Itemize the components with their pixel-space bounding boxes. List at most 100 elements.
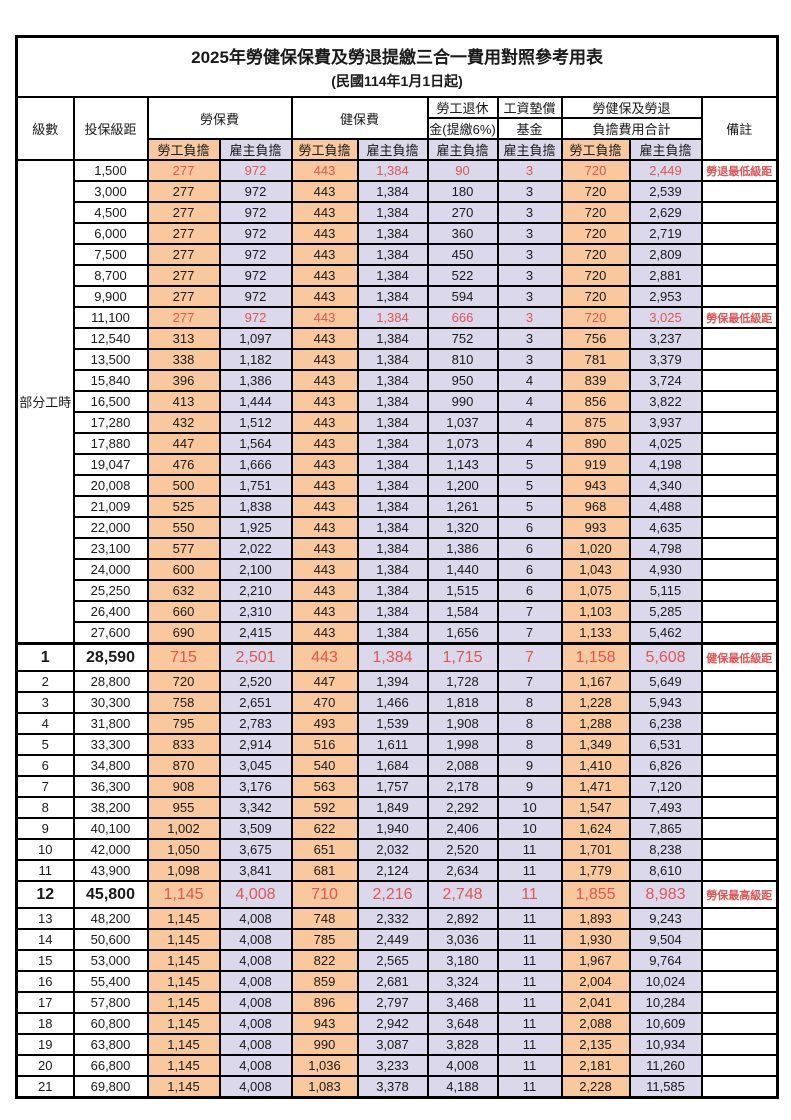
subheader-total-employer: 雇主負擔 [628, 138, 703, 161]
fee-cell: 11,585 [628, 1075, 703, 1099]
fee-cell: 720 [560, 243, 631, 266]
fee-cell: 5 [496, 453, 563, 476]
fee-cell: 7 [496, 642, 563, 672]
table-row: 4,500 277 972 443 1,384 270 3 720 2,629 [17, 201, 779, 224]
level-cell: 9 [15, 817, 75, 840]
fee-cell: 720 [560, 180, 631, 203]
fee-cell: 2,634 [426, 859, 499, 882]
fee-cell: 1,444 [218, 390, 293, 413]
bracket-cell: 23,100 [72, 537, 149, 560]
fee-cell: 10 [496, 796, 563, 819]
col-header-pension-line2: 金(提繳6%) [426, 117, 499, 140]
remark-cell: 勞保最高級距 [700, 880, 779, 909]
fee-cell: 6 [496, 558, 563, 581]
level-cell: 6 [15, 754, 75, 777]
fee-cell: 950 [426, 369, 499, 392]
fee-cell: 890 [560, 432, 631, 455]
subheader-health-employee: 勞工負擔 [290, 138, 359, 161]
fee-cell: 10,609 [628, 1012, 703, 1035]
fee-cell: 990 [290, 1033, 359, 1056]
fee-cell: 3,828 [426, 1033, 499, 1056]
fee-cell: 443 [290, 642, 359, 672]
fee-cell: 11 [496, 970, 563, 993]
fee-cell: 7,493 [628, 796, 703, 819]
fee-cell: 3 [496, 306, 563, 329]
bracket-cell: 21,009 [72, 495, 149, 518]
fee-cell: 795 [146, 712, 221, 735]
bracket-cell: 69,800 [72, 1075, 149, 1099]
level-cell: 17 [15, 991, 75, 1014]
fee-cell: 447 [146, 432, 221, 455]
fee-cell: 443 [290, 222, 359, 245]
fee-cell: 8 [496, 712, 563, 735]
remark-cell: 勞退最低級距 [700, 159, 779, 182]
remark-cell [700, 558, 779, 581]
fee-cell: 3,045 [218, 754, 293, 777]
fee-cell: 3,675 [218, 838, 293, 861]
bracket-cell: 57,800 [72, 991, 149, 1014]
col-header-wage-fund-line2: 基金 [496, 117, 563, 140]
fee-cell: 1,547 [560, 796, 631, 819]
remark-cell [700, 1012, 779, 1035]
fee-cell: 1,757 [356, 775, 429, 798]
bracket-cell: 1,500 [72, 159, 149, 182]
fee-cell: 839 [560, 369, 631, 392]
fee-cell: 2,797 [356, 991, 429, 1014]
fee-cell: 1,133 [560, 621, 631, 645]
fee-cell: 720 [560, 264, 631, 287]
col-header-pension-line1: 勞工退休 [426, 96, 499, 119]
fee-cell: 1,158 [560, 642, 631, 672]
table-row: 20 66,800 1,145 4,008 1,036 3,233 4,008 11 2,181… [15, 1054, 779, 1077]
fee-cell: 1,701 [560, 838, 631, 861]
fee-cell: 919 [560, 453, 631, 476]
fee-cell: 943 [290, 1012, 359, 1035]
fee-cell: 660 [146, 600, 221, 623]
bracket-cell: 17,880 [72, 432, 149, 455]
fee-cell: 1,967 [560, 949, 631, 972]
fee-cell: 443 [290, 369, 359, 392]
level-cell: 21 [15, 1075, 75, 1099]
fee-cell: 1,384 [356, 390, 429, 413]
fee-cell: 594 [426, 285, 499, 308]
level-cell: 7 [15, 775, 75, 798]
fee-cell: 3 [496, 180, 563, 203]
bracket-cell: 63,800 [72, 1033, 149, 1056]
fee-cell: 1,073 [426, 432, 499, 455]
fee-cell: 4,008 [218, 1012, 293, 1035]
fee-cell: 1,515 [426, 579, 499, 602]
fee-cell: 90 [426, 159, 499, 182]
fee-cell: 1,384 [356, 579, 429, 602]
fee-cell: 622 [290, 817, 359, 840]
col-header-total-line2: 負擔費用合計 [560, 117, 703, 140]
fee-cell: 2,681 [356, 970, 429, 993]
remark-cell: 健保最低級距 [700, 642, 779, 672]
fee-cell: 516 [290, 733, 359, 756]
fee-cell: 2,292 [426, 796, 499, 819]
fee-cell: 5,649 [628, 670, 703, 693]
fee-cell: 2,942 [356, 1012, 429, 1035]
fee-cell: 1,083 [290, 1075, 359, 1099]
remark-cell [700, 691, 779, 714]
fee-cell: 443 [290, 348, 359, 371]
bracket-cell: 38,200 [72, 796, 149, 819]
fee-cell: 8,983 [628, 880, 703, 909]
fee-cell: 5,943 [628, 691, 703, 714]
fee-cell: 2,332 [356, 907, 429, 930]
fee-cell: 1,893 [560, 907, 631, 930]
fee-cell: 748 [290, 907, 359, 930]
level-cell: 4 [15, 712, 75, 735]
bracket-cell: 60,800 [72, 1012, 149, 1035]
fee-cell: 2,100 [218, 558, 293, 581]
fee-cell: 7 [496, 670, 563, 693]
remark-cell [700, 201, 779, 224]
bracket-cell: 28,590 [72, 642, 149, 672]
fee-cell: 2,088 [560, 1012, 631, 1035]
fee-cell: 972 [218, 306, 293, 329]
fee-cell: 443 [290, 411, 359, 434]
fee-cell: 4,008 [218, 1033, 293, 1056]
fee-cell: 1,940 [356, 817, 429, 840]
fee-cell: 2,415 [218, 621, 293, 645]
remark-cell [700, 838, 779, 861]
remark-cell [700, 775, 779, 798]
fee-cell: 3 [496, 222, 563, 245]
